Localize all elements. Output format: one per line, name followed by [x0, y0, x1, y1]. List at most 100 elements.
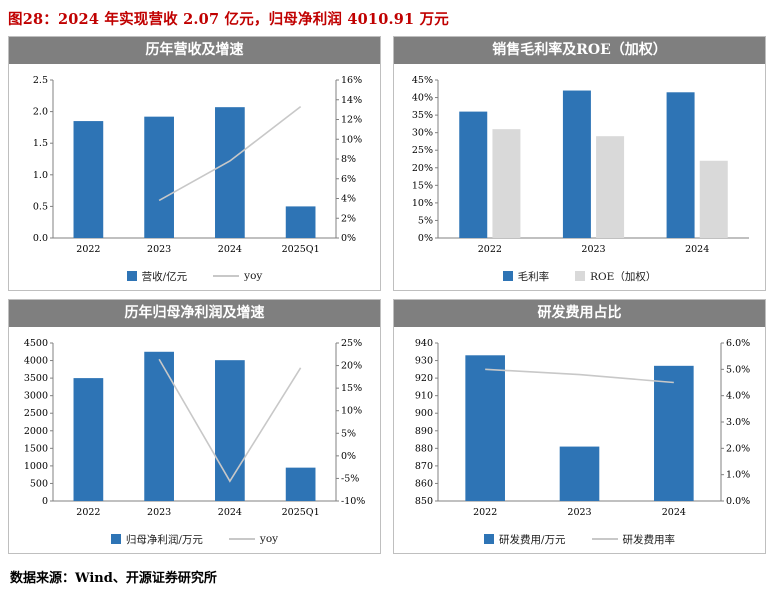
legend-label: 研发费用/万元 — [498, 533, 566, 546]
svg-text:2022: 2022 — [478, 244, 502, 255]
svg-text:2500: 2500 — [24, 408, 48, 419]
figure-title: 图28：2024 年实现营收 2.07 亿元，归母净利润 4010.91 万元 — [8, 11, 449, 28]
chart-plot: 0% 5% 10% 15% 20% 25% 30% 35% 40% 45% 2022 2023 2024 — [412, 75, 749, 255]
svg-text:2.5: 2.5 — [33, 75, 48, 86]
line-series — [158, 106, 302, 202]
chart-grid: 历年营收及增速 0.0 0.5 1.0 1.5 2.0 2.5 0% 2% 4% 6% 8% 10% 1… — [8, 36, 766, 554]
chart-legend: 归母净利润/万元 yoy — [9, 525, 380, 553]
legend-label: yoy — [244, 270, 263, 282]
chart-legend: 研发费用/万元 研发费用率 — [394, 525, 765, 553]
line-series — [485, 368, 674, 384]
legend-line-swatch — [213, 275, 240, 277]
svg-text:0.5: 0.5 — [33, 201, 48, 212]
svg-text:2.0%: 2.0% — [726, 443, 750, 454]
svg-text:3.0%: 3.0% — [726, 417, 750, 428]
svg-text:45%: 45% — [412, 75, 433, 86]
bar-series — [73, 351, 316, 501]
svg-text:940: 940 — [415, 338, 433, 349]
svg-text:2023: 2023 — [581, 244, 605, 255]
svg-text:14%: 14% — [341, 95, 362, 106]
panel-rd-expense: 研发费用占比 850 860 870 880 890 900 910 920 930 940 0.0… — [393, 299, 766, 554]
legend-item: 毛利率 — [502, 269, 549, 284]
svg-text:500: 500 — [30, 478, 48, 489]
svg-text:20%: 20% — [412, 163, 433, 174]
svg-text:920: 920 — [415, 373, 433, 384]
chart-plot: 0.0 0.5 1.0 1.5 2.0 2.5 0% 2% 4% 6% 8% 10% 12% 14% 16%… — [33, 75, 362, 255]
svg-text:0: 0 — [42, 496, 48, 507]
chart-legend: 毛利率 ROE（加权） — [394, 262, 765, 290]
bar-series — [492, 129, 728, 238]
legend-bar-swatch — [110, 534, 121, 544]
legend-label: ROE（加权） — [590, 270, 657, 283]
svg-text:-5%: -5% — [341, 473, 359, 484]
chart-title: 历年归母净利润及增速 — [9, 300, 380, 327]
svg-text:3500: 3500 — [24, 373, 48, 384]
svg-text:15%: 15% — [412, 180, 433, 191]
line-series — [158, 358, 302, 483]
svg-text:6%: 6% — [341, 174, 356, 185]
legend-bar-swatch — [575, 271, 586, 281]
svg-text:10%: 10% — [341, 406, 362, 417]
svg-text:900: 900 — [415, 408, 433, 419]
panel-revenue-growth: 历年营收及增速 0.0 0.5 1.0 1.5 2.0 2.5 0% 2% 4% 6% 8% 10% 1… — [8, 36, 381, 291]
svg-text:0.0%: 0.0% — [726, 496, 750, 507]
chart-title: 研发费用占比 — [394, 300, 765, 327]
svg-text:4%: 4% — [341, 194, 356, 205]
svg-text:0%: 0% — [341, 451, 356, 462]
svg-text:5%: 5% — [341, 428, 356, 439]
svg-text:2025Q1: 2025Q1 — [282, 507, 320, 518]
svg-text:2024: 2024 — [662, 507, 686, 518]
svg-text:2022: 2022 — [76, 507, 100, 518]
svg-text:35%: 35% — [412, 110, 433, 121]
chart-plot: 850 860 870 880 890 900 910 920 930 940 0.0% 1.0% 2.… — [415, 338, 750, 518]
svg-text:890: 890 — [415, 426, 433, 437]
bar-series — [459, 90, 695, 239]
data-source-note: 数据来源：Wind、开源证券研究所 — [10, 571, 217, 586]
svg-text:2023: 2023 — [147, 244, 171, 255]
svg-text:6.0%: 6.0% — [726, 338, 750, 349]
svg-text:2023: 2023 — [567, 507, 591, 518]
svg-text:10%: 10% — [341, 134, 362, 145]
svg-text:4000: 4000 — [24, 356, 48, 367]
legend-item: 研发费用率 — [591, 532, 675, 547]
svg-text:2024: 2024 — [218, 244, 242, 255]
svg-text:3000: 3000 — [24, 391, 48, 402]
svg-text:40%: 40% — [412, 93, 433, 104]
legend-line-swatch — [591, 538, 618, 540]
svg-text:25%: 25% — [341, 338, 362, 349]
chart-title: 销售毛利率及ROE（加权） — [394, 37, 765, 64]
svg-text:2%: 2% — [341, 213, 356, 224]
svg-text:2000: 2000 — [24, 426, 48, 437]
svg-text:5%: 5% — [418, 215, 433, 226]
legend-bar-swatch — [502, 271, 513, 281]
svg-text:12%: 12% — [341, 115, 362, 126]
svg-text:910: 910 — [415, 391, 433, 402]
legend-item: 营收/亿元 — [126, 269, 187, 284]
panel-netprofit-growth: 历年归母净利润及增速 0 500 1000 1500 2000 2500 3000 3500 4… — [8, 299, 381, 554]
svg-text:16%: 16% — [341, 75, 362, 86]
svg-text:0%: 0% — [341, 233, 356, 244]
svg-text:850: 850 — [415, 496, 433, 507]
legend-item: yoy — [213, 270, 262, 282]
svg-text:30%: 30% — [412, 128, 433, 139]
legend-item: 研发费用/万元 — [483, 532, 566, 547]
chart-plot: 0 500 1000 1500 2000 2500 3000 3500 4000 4500 -10%… — [24, 338, 366, 518]
legend-item: yoy — [228, 533, 279, 545]
legend-label: 归母净利润/万元 — [125, 533, 203, 546]
bar-series — [73, 107, 316, 238]
legend-item: ROE（加权） — [575, 269, 656, 284]
legend-item: 归母净利润/万元 — [110, 532, 203, 547]
svg-text:0.0: 0.0 — [33, 233, 48, 244]
svg-text:870: 870 — [415, 461, 433, 472]
svg-text:10%: 10% — [412, 198, 433, 209]
svg-text:2024: 2024 — [218, 507, 242, 518]
legend-label: yoy — [259, 533, 279, 545]
svg-text:1000: 1000 — [24, 461, 48, 472]
chart-legend: 营收/亿元 yoy — [9, 262, 380, 290]
svg-text:930: 930 — [415, 356, 433, 367]
bar-series — [465, 355, 694, 501]
svg-text:2022: 2022 — [473, 507, 497, 518]
svg-text:0%: 0% — [418, 233, 433, 244]
svg-text:1500: 1500 — [24, 443, 48, 454]
